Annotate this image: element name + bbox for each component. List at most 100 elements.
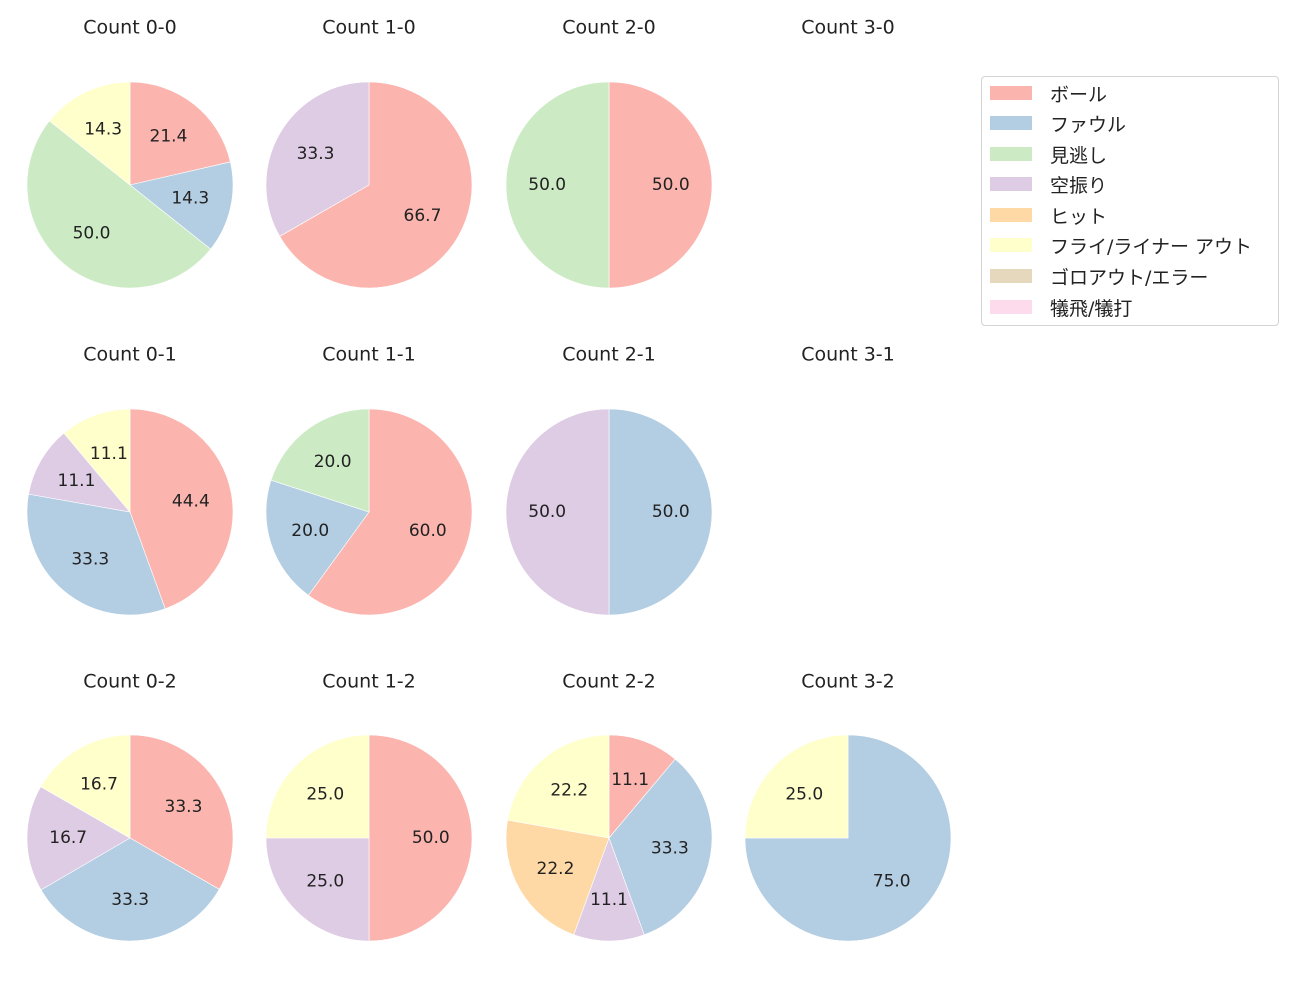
pie-slice [507, 734, 610, 839]
pie-slice [270, 408, 370, 513]
pie-slice [26, 493, 166, 616]
pie-title: Count 2-1 [562, 344, 656, 366]
pie-title: Count 0-1 [83, 344, 177, 366]
slice-label: 16.7 [80, 775, 118, 795]
pie-slice [265, 734, 370, 839]
legend-item-fly-liner-out: フライ/ライナー アウト [990, 233, 1253, 258]
pie-slice [573, 837, 645, 942]
legend-swatch [990, 300, 1032, 314]
slice-label: 50.0 [528, 175, 566, 195]
legend-swatch [990, 177, 1032, 191]
pie-title: Count 3-2 [801, 671, 895, 693]
pie-slice [744, 734, 849, 839]
pie-slice [608, 81, 713, 289]
pie-slice [26, 120, 212, 289]
legend-swatch [990, 86, 1032, 100]
slice-label: 33.3 [111, 890, 149, 910]
pie-slice [308, 408, 473, 616]
pie-title: Count 0-0 [83, 17, 177, 39]
pie-slice [608, 734, 676, 839]
slice-label: 44.4 [172, 491, 210, 511]
legend-label: 犠飛/犠打 [1050, 297, 1133, 320]
legend-item-foul: ファウル [990, 111, 1127, 136]
pie-count-2-2: Count 2-2 11.1 33.3 11.1 22.2 22.2 [505, 671, 713, 942]
legend-swatch [990, 116, 1032, 130]
legend-item-ball: ボール [990, 81, 1108, 106]
legend-swatch [990, 208, 1032, 222]
pie-slice [368, 734, 473, 942]
slice-label: 25.0 [306, 784, 344, 804]
legend-item-grounder-out-error: ゴロアウト/エラー [990, 264, 1209, 289]
slice-label: 25.0 [785, 784, 823, 804]
pie-title: Count 3-0 [801, 17, 895, 39]
slice-label: 33.3 [165, 797, 203, 817]
slice-label: 50.0 [652, 502, 690, 522]
slice-label: 22.2 [537, 859, 575, 879]
pie-title: Count 0-2 [83, 671, 177, 693]
legend-label: 見逃し [1050, 144, 1108, 167]
pie-title: Count 1-1 [322, 344, 416, 366]
legend-swatch [990, 269, 1032, 283]
pie-count-2-0: Count 2-0 50.0 50.0 [505, 17, 713, 289]
pie-slice [279, 81, 473, 289]
pie-slice [608, 758, 713, 936]
slice-label: 16.7 [49, 828, 87, 848]
slice-label: 21.4 [150, 127, 188, 147]
pie-slice [129, 81, 231, 186]
slice-label: 11.1 [590, 890, 628, 910]
pie-slice [505, 408, 610, 616]
slice-label: 25.0 [306, 872, 344, 892]
slice-label: 22.2 [550, 781, 588, 801]
pie-slice [28, 432, 131, 513]
pie-title: Count 2-0 [562, 17, 656, 39]
slice-label: 75.0 [873, 872, 911, 892]
pie-slice [129, 408, 234, 610]
slice-label: 14.3 [171, 189, 209, 209]
pie-slice [608, 408, 713, 616]
slice-label: 20.0 [314, 452, 352, 472]
pie-title: Count 1-0 [322, 17, 416, 39]
legend-label: ヒット [1050, 205, 1108, 228]
pie-title: Count 3-1 [801, 344, 895, 366]
legend-item-called-strike: 見逃し [990, 142, 1108, 167]
slice-label: 33.3 [297, 144, 335, 164]
pie-count-0-0: Count 0-0 21.4 14.3 50.0 14.3 [26, 17, 234, 289]
legend-swatch [990, 238, 1032, 252]
pie-slice [63, 408, 131, 513]
pie-slice [129, 161, 234, 250]
legend-label: ゴロアウト/エラー [1050, 266, 1209, 289]
pie-slice [265, 837, 370, 942]
pie-count-1-1: Count 1-1 60.0 20.0 20.0 [265, 344, 473, 616]
pie-count-3-0: Count 3-0 [801, 17, 895, 39]
slice-label: 20.0 [291, 521, 329, 541]
pie-slice [505, 819, 610, 936]
pie-slice [40, 837, 220, 942]
slice-label: 66.7 [404, 206, 442, 226]
pie-title: Count 1-2 [322, 671, 416, 693]
pie-slice [129, 734, 234, 890]
pie-slice [744, 734, 952, 942]
legend-item-hit: ヒット [990, 203, 1108, 228]
legend-label: フライ/ライナー アウト [1050, 235, 1253, 258]
pie-slice [48, 81, 131, 186]
pie-count-3-2: Count 3-2 75.0 25.0 [744, 671, 952, 942]
pie-count-0-1: Count 0-1 44.4 33.3 11.1 11.1 [26, 344, 234, 616]
slice-label: 11.1 [90, 444, 128, 464]
slice-label: 50.0 [73, 223, 111, 243]
slice-label: 14.3 [84, 119, 122, 139]
pie-count-1-0: Count 1-0 66.7 33.3 [265, 17, 473, 289]
slice-label: 11.1 [611, 770, 649, 790]
legend-item-swinging-strike: 空振り [990, 172, 1107, 197]
legend-label: ファウル [1050, 113, 1127, 136]
slice-label: 11.1 [58, 471, 96, 491]
legend-label: ボール [1050, 83, 1108, 106]
legend-swatch [990, 147, 1032, 161]
pie-slice [505, 81, 610, 289]
pie-count-2-1: Count 2-1 50.0 50.0 [505, 344, 713, 616]
pie-count-1-2: Count 1-2 50.0 25.0 25.0 [265, 671, 473, 942]
slice-label: 50.0 [652, 175, 690, 195]
slice-label: 50.0 [412, 828, 450, 848]
slice-label: 60.0 [409, 521, 447, 541]
slice-label: 33.3 [71, 549, 109, 569]
